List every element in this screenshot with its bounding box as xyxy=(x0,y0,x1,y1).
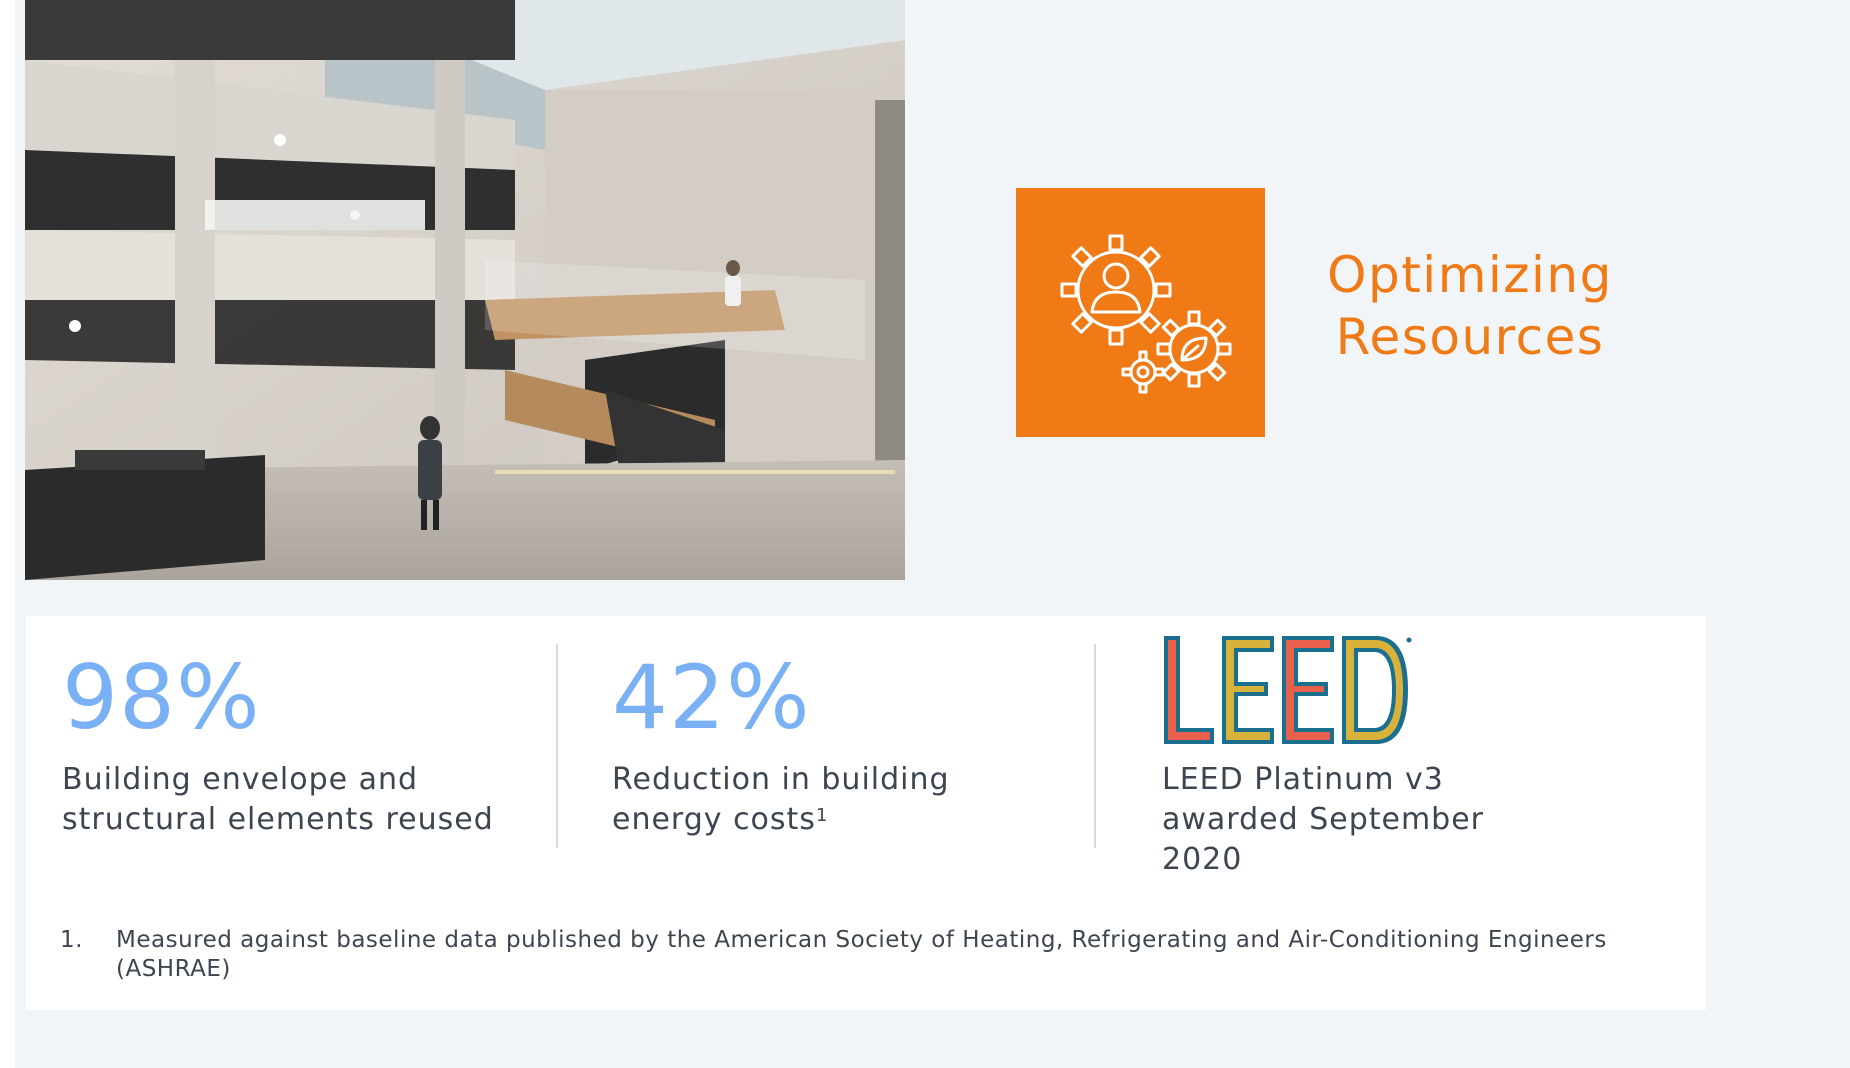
leed-logo xyxy=(1162,634,1412,746)
atrium-staircase-photo-icon xyxy=(25,0,905,580)
stat-value: 42% xyxy=(612,646,811,749)
stats-panel: 98% Building envelope and structural ele… xyxy=(26,616,1706,1010)
feature-title-line2: Resources xyxy=(1335,308,1605,366)
gears-person-leaf-icon xyxy=(1060,234,1232,394)
divider xyxy=(1094,644,1096,848)
stat-description-line: 2020 xyxy=(1162,842,1243,877)
stat-description-line: structural elements reused xyxy=(62,802,494,837)
footnote-number: 1. xyxy=(60,927,83,953)
feature-title: Optimizing Resources xyxy=(1300,244,1640,368)
stat-description-line: awarded September xyxy=(1162,802,1485,837)
stat-description: LEED Platinum v3 awarded September 2020 xyxy=(1162,760,1484,880)
stat-description-line: LEED Platinum v3 xyxy=(1162,762,1444,797)
divider xyxy=(556,644,558,848)
optimizing-resources-icon-tile xyxy=(1016,188,1265,437)
stat-description: Building envelope and structural element… xyxy=(62,760,494,840)
stat-description: Reduction in building energy costs1 xyxy=(612,760,950,840)
atrium-photo xyxy=(25,0,905,580)
stat-description-line: Reduction in building xyxy=(612,762,950,797)
stat-description-line: Building envelope and xyxy=(62,762,419,797)
feature-title-line1: Optimizing xyxy=(1327,246,1613,304)
leed-logo-icon xyxy=(1164,636,1412,744)
footnote-ref: 1 xyxy=(815,805,829,826)
footnote-text: Measured against baseline data published… xyxy=(116,927,1607,982)
stat-description-text: energy costs xyxy=(612,802,816,837)
stat-value: 98% xyxy=(62,646,261,749)
stat-description-line: energy costs1 xyxy=(612,800,950,840)
